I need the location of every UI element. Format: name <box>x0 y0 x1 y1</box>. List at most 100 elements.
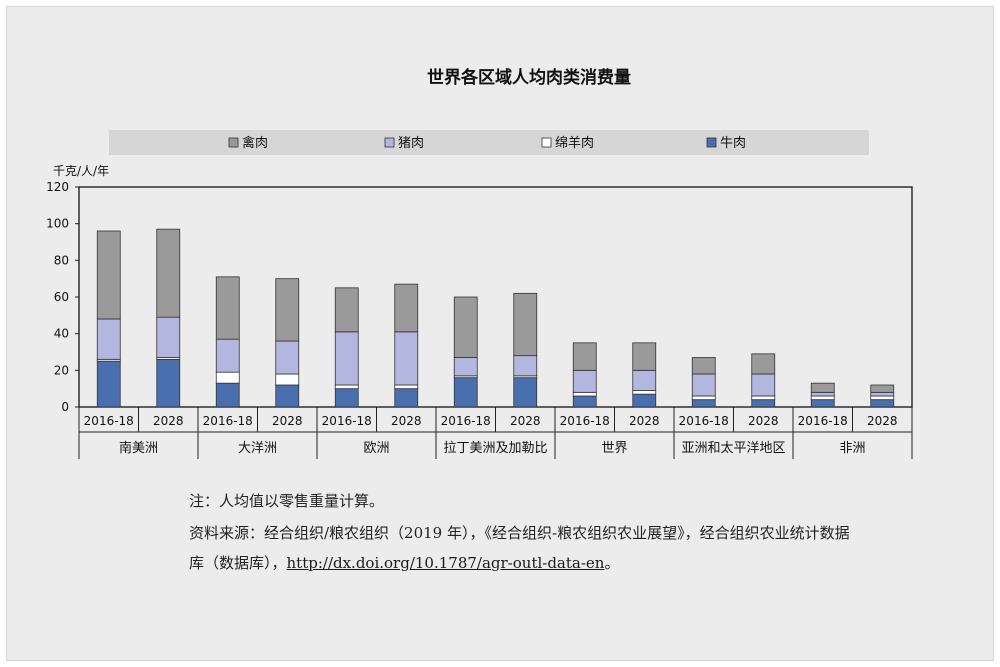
bar-segment <box>632 390 657 395</box>
bar-segment <box>691 395 716 401</box>
bar-segment <box>691 399 716 408</box>
bar-segment <box>870 399 895 408</box>
group-label: 南美洲 <box>119 440 158 456</box>
bar-segment <box>215 276 240 340</box>
x-tick-label: 2028 <box>153 414 184 428</box>
legend-label: 牛肉 <box>720 136 746 151</box>
legend-swatch <box>228 137 239 148</box>
bar-segment <box>334 388 359 408</box>
figure-frame: 世界各区域人均肉类消费量禽肉 猪肉 绵羊肉 牛肉千克/人/年 0 20 40 60 80 100 1… <box>6 6 994 661</box>
group-label: 欧洲 <box>363 441 389 456</box>
bar-segment <box>275 373 300 386</box>
plot-area <box>78 186 913 408</box>
bar-segment <box>572 342 597 371</box>
bar-segment <box>334 331 359 386</box>
bar-segment <box>96 230 121 320</box>
legend-swatch <box>541 137 552 148</box>
chart-title: 世界各区域人均肉类消费量 <box>427 67 631 88</box>
bar-segment <box>632 393 657 408</box>
bar-segment <box>810 395 835 401</box>
group-label: 亚洲和太平洋地区 <box>681 441 785 456</box>
bar-segment <box>215 338 240 373</box>
bar-segment <box>751 373 776 397</box>
bar-segment <box>810 399 835 408</box>
bar-segment <box>156 358 181 408</box>
bar-segment <box>275 340 300 375</box>
bar-segment <box>453 357 478 377</box>
bar-segment <box>751 395 776 401</box>
bar-segment <box>453 377 478 408</box>
bar-segment <box>334 287 359 333</box>
legend-label: 猪肉 <box>398 136 424 151</box>
y-tick-label: 40 <box>54 327 69 341</box>
bar-segment <box>275 384 300 408</box>
bar-segment <box>572 395 597 408</box>
x-tick-label: 2016-18 <box>798 414 848 428</box>
bar-segment <box>691 357 716 375</box>
group-label: 拉丁美洲及加勒比 <box>443 441 547 456</box>
bar-segment <box>453 296 478 358</box>
bar-segment <box>751 353 776 375</box>
bar-segment <box>156 316 181 358</box>
note-line: 注：人均值以零售重量计算。 <box>189 487 949 515</box>
bar-segment <box>632 342 657 371</box>
bar-segment <box>394 331 419 386</box>
bar-segment <box>751 399 776 408</box>
source-text-suffix: 。 <box>604 554 620 572</box>
bar-segment <box>870 391 895 397</box>
bar-segment <box>96 360 121 408</box>
y-tick-label: 20 <box>54 363 69 377</box>
legend-swatch <box>706 137 717 148</box>
bar-segment <box>572 391 597 397</box>
bar-segment <box>691 373 716 397</box>
y-tick-label: 120 <box>46 180 69 194</box>
x-tick-label: 2016-18 <box>322 414 372 428</box>
bar-segment <box>810 382 835 393</box>
bar-segment <box>96 318 121 360</box>
bar-segment <box>394 283 419 333</box>
source-line-2: 库（数据库），http://dx.doi.org/10.1787/agr-out… <box>189 549 949 577</box>
bar-segment <box>513 377 538 408</box>
x-tick-label: 2016-18 <box>560 414 610 428</box>
x-tick-label: 2028 <box>391 414 422 428</box>
bar-segment <box>215 382 240 408</box>
source-line-1: 资料来源：经合组织/粮农组织（2019 年），《经合组织-粮农组织农业展望》，经… <box>189 519 949 547</box>
bar-segment <box>513 355 538 377</box>
bar-segment <box>572 369 597 393</box>
x-tick-label: 2016-18 <box>679 414 729 428</box>
bar-segment <box>394 384 419 390</box>
legend-swatch <box>384 137 395 148</box>
y-axis-label: 千克/人/年 <box>53 164 109 178</box>
bar-segment <box>870 384 895 393</box>
x-tick-label: 2028 <box>629 414 660 428</box>
x-tick-label: 2028 <box>510 414 541 428</box>
y-tick-label: 100 <box>46 217 69 231</box>
bar-segment <box>513 292 538 357</box>
note-text: 注：人均值以零售重量计算。 <box>189 492 385 510</box>
x-tick-label: 2016-18 <box>84 414 134 428</box>
bar-segment <box>215 371 240 384</box>
y-tick-label: 0 <box>61 400 69 414</box>
source-text-prefix: 库（数据库）， <box>189 554 287 572</box>
source-link[interactable]: http://dx.doi.org/10.1787/agr-outl-data-… <box>286 554 605 572</box>
legend-label: 禽肉 <box>242 135 268 151</box>
legend-band <box>109 130 869 155</box>
bar-segment <box>334 384 359 390</box>
bar-segment <box>394 388 419 408</box>
source-text: 资料来源：经合组织/粮农组织（2019 年），《经合组织-粮农组织农业展望》，经… <box>189 524 850 542</box>
bar-segment <box>870 395 895 401</box>
y-tick-label: 80 <box>54 253 69 267</box>
bar-segment <box>632 369 657 391</box>
x-tick-label: 2028 <box>748 414 779 428</box>
y-tick-label: 60 <box>54 290 69 304</box>
x-tick-label: 2016-18 <box>203 414 253 428</box>
bar-segment <box>156 228 181 318</box>
x-tick-label: 2028 <box>272 414 303 428</box>
bar-segment <box>275 278 300 342</box>
x-tick-label: 2016-18 <box>441 414 491 428</box>
x-tick-label: 2028 <box>867 414 898 428</box>
legend-label: 绵羊肉 <box>555 135 594 151</box>
bar-segment <box>810 391 835 397</box>
group-label: 世界 <box>601 441 627 456</box>
